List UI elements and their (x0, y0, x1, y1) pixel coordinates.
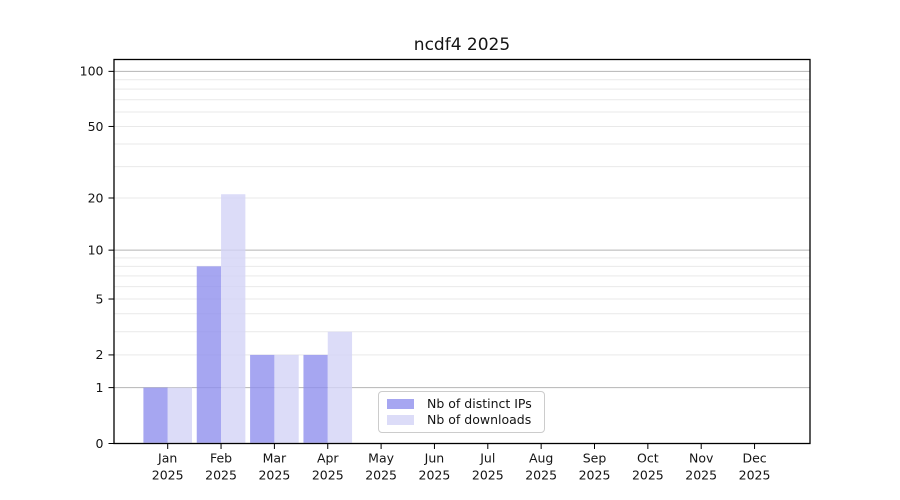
x-tick-label-month: Jun (424, 451, 445, 466)
legend-label-downloads: Nb of downloads (427, 411, 532, 427)
x-tick-label-month: Mar (263, 451, 287, 466)
x-tick-label-month: Apr (317, 451, 339, 466)
bar-downloads (274, 354, 299, 443)
y-tick-label: 10 (88, 242, 104, 257)
x-tick-label-year: 2025 (632, 468, 664, 483)
x-tick-label-month: Feb (210, 451, 232, 466)
x-tick-label-year: 2025 (258, 468, 290, 483)
legend-swatch-downloads (387, 414, 414, 425)
y-tick-label: 20 (88, 190, 104, 205)
x-tick-label-year: 2025 (739, 468, 771, 483)
x-tick-label-year: 2025 (525, 468, 557, 483)
x-tick-label-month: Sep (583, 451, 607, 466)
y-tick-label: 5 (96, 291, 104, 306)
x-tick-label-month: Aug (529, 451, 553, 466)
plot-border (113, 58, 811, 445)
x-tick-label-month: Jan (157, 451, 177, 466)
x-tick-label-month: May (368, 451, 394, 466)
x-tick-label-year: 2025 (205, 468, 237, 483)
x-tick-label-year: 2025 (365, 468, 397, 483)
bar-downloads (221, 194, 246, 443)
legend-entry-distinct-ips: Nb of distinct IPs (387, 396, 538, 411)
y-tick-label: 2 (96, 347, 104, 362)
x-tick-label-month: Dec (742, 451, 766, 466)
x-tick-label-year: 2025 (152, 468, 184, 483)
x-tick-label-month: Oct (637, 451, 659, 466)
x-tick-label-month: Nov (689, 451, 714, 466)
y-tick-label: 0 (96, 436, 104, 451)
x-tick-label-year: 2025 (579, 468, 611, 483)
bar-distinct-ips (250, 354, 275, 443)
bar-distinct-ips (143, 387, 168, 443)
x-tick-label-year: 2025 (419, 468, 451, 483)
x-tick-label-year: 2025 (685, 468, 717, 483)
chart-title: ncdf4 2025 (414, 35, 510, 55)
legend-swatch-distinct-ips (387, 399, 414, 410)
bar-distinct-ips (196, 266, 222, 443)
bar-downloads (327, 331, 353, 443)
legend-label-distinct-ips: Nb of distinct IPs (427, 396, 532, 411)
x-tick-label-month: Jul (479, 451, 495, 466)
y-tick-label: 50 (88, 119, 104, 134)
y-tick-label: 100 (80, 64, 104, 79)
bar-downloads (167, 387, 192, 443)
legend: Nb of distinct IPs Nb of downloads (378, 391, 545, 433)
x-tick-label-year: 2025 (472, 468, 504, 483)
legend-entry-downloads: Nb of downloads (387, 411, 538, 427)
bar-distinct-ips (303, 354, 328, 443)
y-tick-label: 1 (96, 380, 104, 395)
x-tick-label-year: 2025 (312, 468, 344, 483)
